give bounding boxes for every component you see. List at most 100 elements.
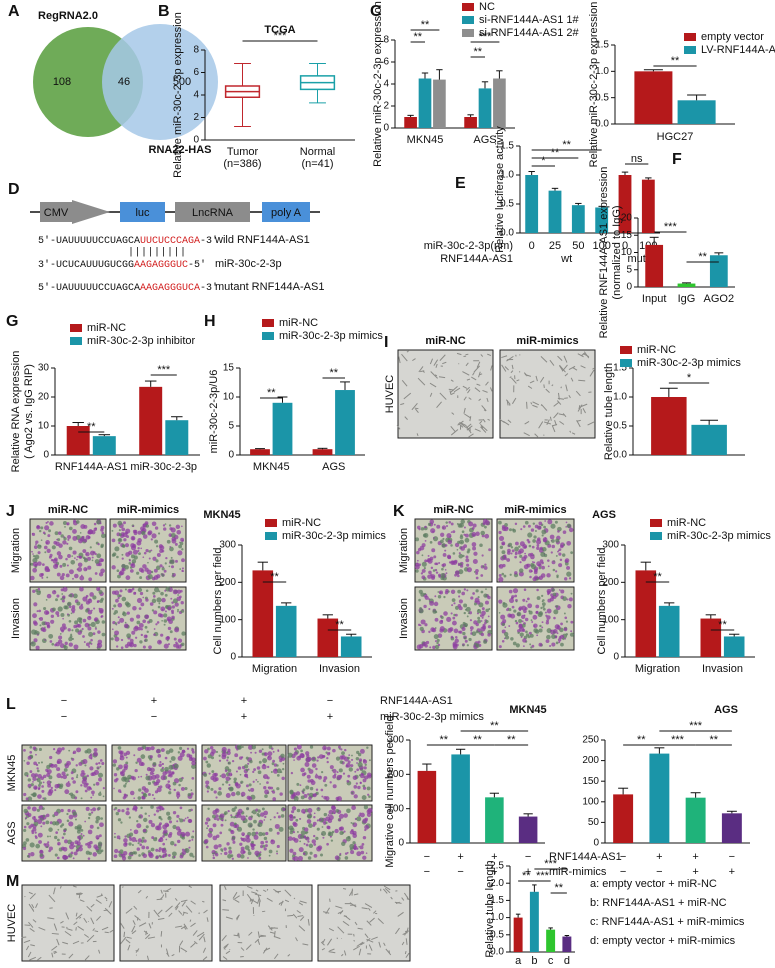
legend-label: empty vector — [701, 31, 764, 43]
cell — [476, 383, 481, 386]
cell — [41, 576, 44, 579]
error-bar — [322, 614, 333, 619]
cell — [173, 637, 177, 641]
cell — [93, 551, 96, 554]
cell — [498, 645, 502, 649]
cell — [111, 607, 114, 610]
cell — [464, 624, 468, 628]
cell — [437, 643, 441, 647]
cell — [302, 852, 306, 855]
cell — [136, 820, 139, 823]
cell — [356, 847, 359, 850]
y-tick-label: 1.5 — [613, 363, 627, 374]
cell — [117, 616, 120, 619]
cell — [420, 527, 425, 531]
cell — [327, 814, 330, 817]
cell — [554, 520, 558, 524]
cell — [168, 791, 172, 795]
cell — [180, 537, 185, 542]
cell — [53, 563, 59, 569]
cell — [86, 782, 89, 786]
cell — [142, 645, 146, 649]
cell — [85, 594, 89, 598]
cell — [558, 552, 562, 556]
cell — [299, 817, 302, 820]
error-bar — [467, 114, 474, 117]
cell — [558, 563, 563, 568]
cell — [207, 754, 212, 759]
venn-set — [102, 24, 218, 140]
micrograph-texture — [30, 519, 106, 582]
cell — [98, 777, 103, 782]
cell — [92, 794, 95, 796]
cell — [546, 619, 549, 623]
cell — [312, 821, 317, 826]
cell — [113, 604, 117, 608]
cell — [214, 772, 218, 777]
bar — [92, 436, 116, 455]
cell — [515, 621, 519, 625]
cell — [68, 637, 73, 642]
error-bar — [621, 171, 629, 175]
cell — [237, 813, 242, 818]
cell — [83, 917, 88, 924]
cell — [66, 564, 69, 567]
cell — [40, 539, 43, 541]
cell — [32, 792, 37, 797]
cell — [335, 905, 343, 909]
significance-label: ** — [551, 147, 560, 159]
cell — [511, 377, 517, 384]
y-tick-label: 0.5 — [595, 92, 609, 103]
error-bar — [422, 763, 432, 771]
cell — [152, 591, 156, 595]
cell — [531, 644, 535, 648]
cell — [544, 611, 547, 614]
cell — [262, 763, 266, 767]
cell — [118, 541, 121, 545]
cell — [191, 764, 196, 770]
cell — [368, 944, 373, 951]
cell — [210, 756, 215, 760]
cell — [165, 838, 168, 841]
x-tick-sublabel: (n=41) — [301, 158, 333, 170]
significance-label: ** — [490, 720, 499, 732]
cell — [308, 796, 312, 801]
cell — [564, 561, 569, 566]
cell — [158, 805, 162, 810]
cell — [137, 747, 142, 752]
cell — [88, 598, 92, 601]
cell — [536, 596, 541, 600]
cell — [57, 606, 63, 612]
bar — [721, 813, 742, 843]
cell — [262, 758, 268, 764]
cell — [213, 844, 219, 850]
cell — [62, 854, 67, 860]
cell — [131, 587, 135, 591]
cell — [131, 630, 136, 635]
cell — [345, 762, 351, 768]
cell — [151, 836, 155, 840]
cell — [41, 807, 45, 811]
cell — [384, 887, 391, 894]
bar — [649, 753, 670, 843]
bar — [165, 420, 189, 455]
cell — [458, 595, 461, 598]
cell — [442, 537, 445, 541]
cell — [282, 807, 286, 811]
cell — [51, 642, 55, 646]
cell — [429, 358, 434, 365]
cell — [188, 885, 192, 889]
cell — [148, 645, 152, 650]
cell — [530, 619, 533, 622]
cell — [317, 845, 323, 850]
cell — [68, 619, 72, 623]
cell — [160, 896, 164, 900]
binding-site: AAGAGGGUC — [134, 260, 188, 271]
cell — [412, 358, 416, 362]
y-axis-label: Relative miR-30c-2-3p expression — [372, 1, 384, 167]
cell — [150, 538, 153, 541]
cell — [123, 521, 126, 525]
cell — [328, 928, 334, 932]
cell — [507, 548, 511, 553]
cell — [564, 577, 568, 581]
